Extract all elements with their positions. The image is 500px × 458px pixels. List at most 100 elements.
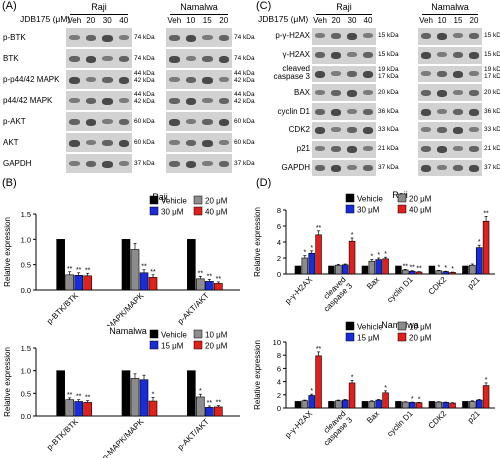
category-label: p-BTK/BTK (45, 291, 80, 326)
legend-swatch (149, 329, 159, 339)
bar (335, 264, 342, 275)
bar (205, 281, 214, 291)
kda-label: 74 kDa (234, 33, 255, 41)
blot-strip (418, 84, 482, 102)
legend-label: 15 μM (161, 342, 184, 351)
protein-label: p21 (296, 144, 310, 154)
bar (74, 275, 83, 291)
significance-label: ** (198, 270, 204, 277)
blot-strip (418, 122, 482, 139)
cell-line-title-raji: Raji (336, 2, 352, 12)
bar (462, 265, 469, 275)
kda-label: 15 kDa (484, 51, 500, 59)
blot-band (347, 164, 357, 170)
category-label-line: p21 (466, 409, 482, 425)
dose-label: 30 (102, 16, 112, 25)
protein-label: CDK2 (288, 125, 310, 135)
blot-strip (166, 133, 232, 152)
blot-band (69, 76, 80, 84)
bar (482, 385, 490, 409)
bar (74, 401, 83, 417)
y-tick-label: 0.5 (21, 389, 31, 398)
bar (308, 252, 315, 275)
category-label: p-AKT/AKT (176, 291, 211, 326)
kda-label: 36 kDa (378, 107, 399, 115)
blot-band (453, 52, 463, 59)
panel-a-label: (A) (2, 0, 17, 12)
dose-label: 40 (119, 16, 129, 25)
legend-swatch (149, 340, 159, 350)
dose-label: 20 (331, 16, 341, 25)
category-label-line: cyclin D1 (385, 275, 415, 305)
blot-band (202, 34, 213, 40)
bar (435, 401, 443, 409)
category-label-line: cyclin D1 (385, 409, 415, 439)
blot-band (118, 160, 129, 166)
blot-band (453, 70, 463, 78)
dose-label: Veh (167, 16, 182, 25)
bar (348, 382, 356, 409)
significance-label: ** (141, 264, 147, 271)
protein-label: cyclin D1 (277, 106, 310, 116)
blot-band (469, 33, 479, 40)
category-label: p-γ-H2AX (283, 275, 314, 306)
panel-c-label: (C) (256, 0, 272, 12)
bar (382, 258, 389, 275)
cell-line-underline (70, 14, 128, 15)
significance-label: * (377, 252, 380, 259)
blot-strip (418, 28, 482, 45)
significance-label: * (444, 265, 447, 272)
blot-band (102, 97, 113, 105)
blot-band (453, 164, 463, 171)
blot-band (69, 97, 80, 103)
blot-band (185, 55, 196, 61)
panel-b-label: (B) (2, 177, 17, 189)
blot-band (469, 52, 479, 60)
cell-line-title-namalwa: Namalwa (431, 2, 469, 12)
y-tick-label: 0.0 (21, 286, 31, 295)
blot-band (421, 33, 431, 40)
blot-band (421, 70, 431, 76)
y-tick-label: 6 (277, 364, 281, 373)
category-label-line: p-AKT/AKT (176, 417, 211, 452)
blot-band (347, 108, 357, 114)
dose-label: 40 (363, 16, 373, 25)
blot-band (469, 127, 479, 133)
bar (402, 401, 409, 409)
significance-label: ** (207, 273, 213, 280)
legend-swatch (149, 195, 159, 205)
bar (469, 401, 476, 409)
significance-label: ** (483, 210, 489, 217)
blot-band (202, 76, 213, 84)
category-label: Bax (365, 409, 381, 425)
blot-band (331, 127, 341, 133)
bar (187, 239, 196, 291)
kda-label: 60 kDa (134, 138, 155, 146)
protein-label: AKT (3, 137, 19, 147)
blot-band (315, 70, 325, 78)
cell-line-title-namalwa: Namalwa (180, 2, 218, 12)
y-tick-label: 8 (277, 351, 281, 360)
significance-label: * (310, 388, 313, 395)
bar (402, 269, 409, 275)
blot-band (469, 108, 479, 116)
kda-label: 20 kDa (378, 88, 399, 96)
blot-band (469, 146, 479, 153)
bar (294, 401, 302, 409)
legend-label: 30 μM (357, 206, 380, 215)
kda-label: 37 kDa (134, 159, 155, 167)
blot-band (169, 55, 180, 63)
y-tick-label: 4 (277, 238, 281, 247)
dose-label: Veh (313, 16, 327, 25)
blot-band (315, 164, 325, 171)
kda-label: 60 kDa (234, 117, 255, 125)
dose-label: 10 (437, 16, 447, 25)
y-axis-label: Relative expression (3, 217, 12, 287)
bar (408, 270, 416, 275)
significance-label: * (411, 396, 414, 403)
protein-label: p44/42 MAPK (3, 95, 53, 105)
blot-band (437, 89, 447, 97)
blot-band (347, 127, 357, 134)
blot-band (453, 127, 463, 135)
protein-label: γ-H2AX (282, 50, 310, 60)
